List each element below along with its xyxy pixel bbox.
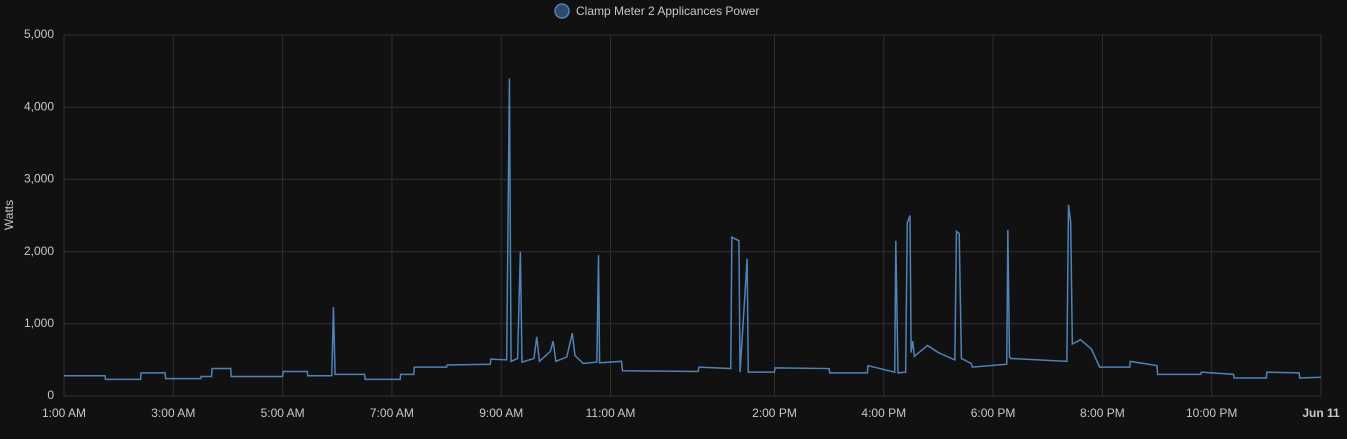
x-tick-label: 4:00 PM [861,406,906,420]
x-tick-label: 8:00 PM [1080,406,1125,420]
y-axis-label: Watts [2,200,16,230]
y-tick-label: 0 [47,388,54,402]
y-tick-label: 5,000 [24,27,54,41]
legend-marker [554,3,570,19]
legend-label: Clamp Meter 2 Applicances Power [576,4,759,18]
data-line [64,78,1322,381]
y-tick-label: 2,000 [24,244,54,258]
y-tick-label: 4,000 [24,99,54,113]
x-tick-label: 3:00 AM [151,406,195,420]
x-tick-label: Jun 11 [1302,406,1340,420]
x-tick-label: 10:00 PM [1186,406,1237,420]
x-tick-label: 11:00 AM [586,406,636,420]
x-tick-label: 7:00 AM [370,406,414,420]
y-tick-label: 1,000 [24,316,54,330]
x-tick-label: 5:00 AM [261,406,305,420]
x-tick-label: 1:00 AM [42,406,86,420]
x-tick-label: 9:00 AM [479,406,523,420]
x-tick-label: 2:00 PM [752,406,797,420]
y-tick-label: 3,000 [24,172,54,186]
x-tick-label: 6:00 PM [971,406,1016,420]
